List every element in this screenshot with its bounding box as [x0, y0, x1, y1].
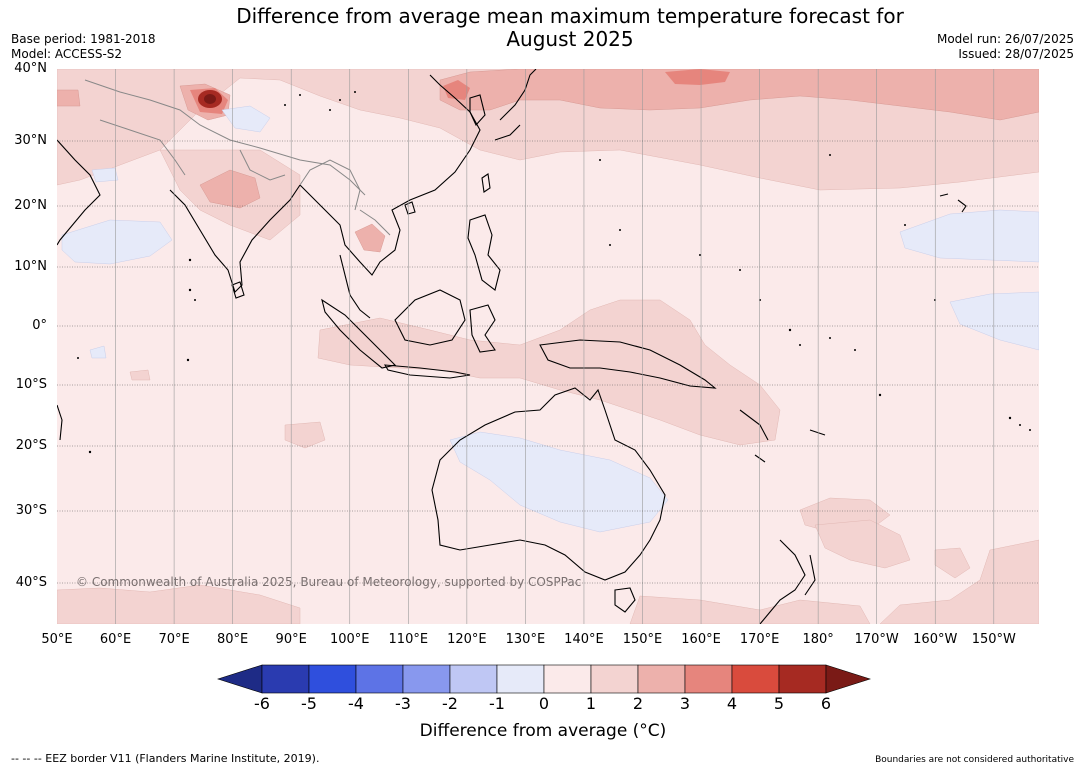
longitude-label: 150°E — [622, 632, 663, 647]
longitude-label: 110°E — [388, 632, 429, 647]
longitude-label: 170°W — [854, 632, 899, 647]
longitude-label: 140°E — [564, 632, 604, 647]
latitude-label: 10°N — [14, 259, 47, 274]
latitude-label: 40°S — [15, 575, 47, 590]
colorbar-tick: -1 — [489, 694, 505, 713]
longitude-label: 90°E — [275, 632, 307, 647]
admin-borders — [84, 79, 391, 236]
colorbar-segment — [496, 664, 545, 694]
longitude-label: 160°W — [913, 632, 958, 647]
colorbar-segment — [261, 664, 310, 694]
latitude-label: 30°S — [15, 503, 47, 518]
model-name: Model: ACCESS-S2 — [11, 47, 123, 61]
anomaly-band-minus1-0 — [61, 105, 1039, 533]
colorbar-segment — [543, 664, 592, 694]
colorbar-min-arrow — [217, 664, 263, 694]
anomaly-band-1-2 — [57, 69, 1039, 624]
colorbar-label: Difference from average (°C) — [419, 721, 667, 741]
model-run: Model run: 26/07/2025 — [936, 32, 1074, 46]
longitude-label: 160°E — [681, 632, 721, 647]
colorbar-tick: -4 — [348, 694, 364, 713]
coastlines — [57, 69, 967, 624]
colorbar-tick: 0 — [538, 694, 550, 713]
copyright-notice: © Commonwealth of Australia 2025, Bureau… — [76, 575, 582, 589]
longitude-label: 80°E — [217, 632, 249, 647]
eez-border-note: -- -- -- EEZ border V11 (Flanders Marine… — [11, 752, 320, 765]
longitude-label: 70°E — [158, 632, 190, 647]
latitude-label: 0° — [32, 318, 47, 333]
latitude-label: 40°N — [14, 61, 47, 76]
longitude-label: 120°E — [447, 632, 487, 647]
colorbar-segment — [637, 664, 686, 694]
colorbar-segment — [731, 664, 780, 694]
colorbar-tick: 5 — [773, 694, 785, 713]
hot-spot — [198, 90, 222, 108]
longitude-label: 130°E — [505, 632, 546, 647]
map-title-line-1: Difference from average mean maximum tem… — [236, 4, 904, 28]
colorbar-segment — [778, 664, 827, 694]
colorbar-segment — [449, 664, 498, 694]
colorbar-segment — [684, 664, 733, 694]
latitude-label: 20°S — [15, 438, 47, 453]
graticule — [57, 69, 1039, 624]
colorbar-segment — [402, 664, 451, 694]
latitude-label: 30°N — [14, 133, 47, 148]
latitude-label: 10°S — [15, 377, 47, 392]
latitude-label: 20°N — [14, 198, 47, 213]
map-field — [57, 69, 1039, 624]
longitude-label: 150°W — [971, 632, 1016, 647]
boundaries-note: Boundaries are not considered authoritat… — [875, 755, 1074, 765]
colorbar-tick: -6 — [254, 694, 270, 713]
base-period: Base period: 1981-2018 — [11, 32, 156, 46]
longitude-label: 100°E — [329, 632, 370, 647]
colorbar-tick: 2 — [632, 694, 644, 713]
longitude-label: 50°E — [41, 632, 73, 647]
colorbar-tick: 4 — [726, 694, 738, 713]
map-title-line-2: August 2025 — [506, 27, 634, 51]
colorbar-tick: 6 — [820, 694, 832, 713]
colorbar-segment — [590, 664, 639, 694]
colorbar-tick: -5 — [301, 694, 317, 713]
colorbar-max-arrow — [825, 664, 871, 694]
longitude-label: 60°E — [99, 632, 132, 647]
colorbar-segment — [308, 664, 357, 694]
colorbar — [217, 664, 871, 694]
issued-date: Issued: 28/07/2025 — [958, 47, 1074, 61]
longitude-label: 170°E — [739, 632, 780, 647]
colorbar-segment — [355, 664, 404, 694]
longitude-label: 180° — [802, 632, 834, 647]
colorbar-tick: 1 — [585, 694, 597, 713]
colorbar-tick: -2 — [442, 694, 458, 713]
colorbar-tick: -3 — [395, 694, 411, 713]
colorbar-tick: 3 — [679, 694, 691, 713]
